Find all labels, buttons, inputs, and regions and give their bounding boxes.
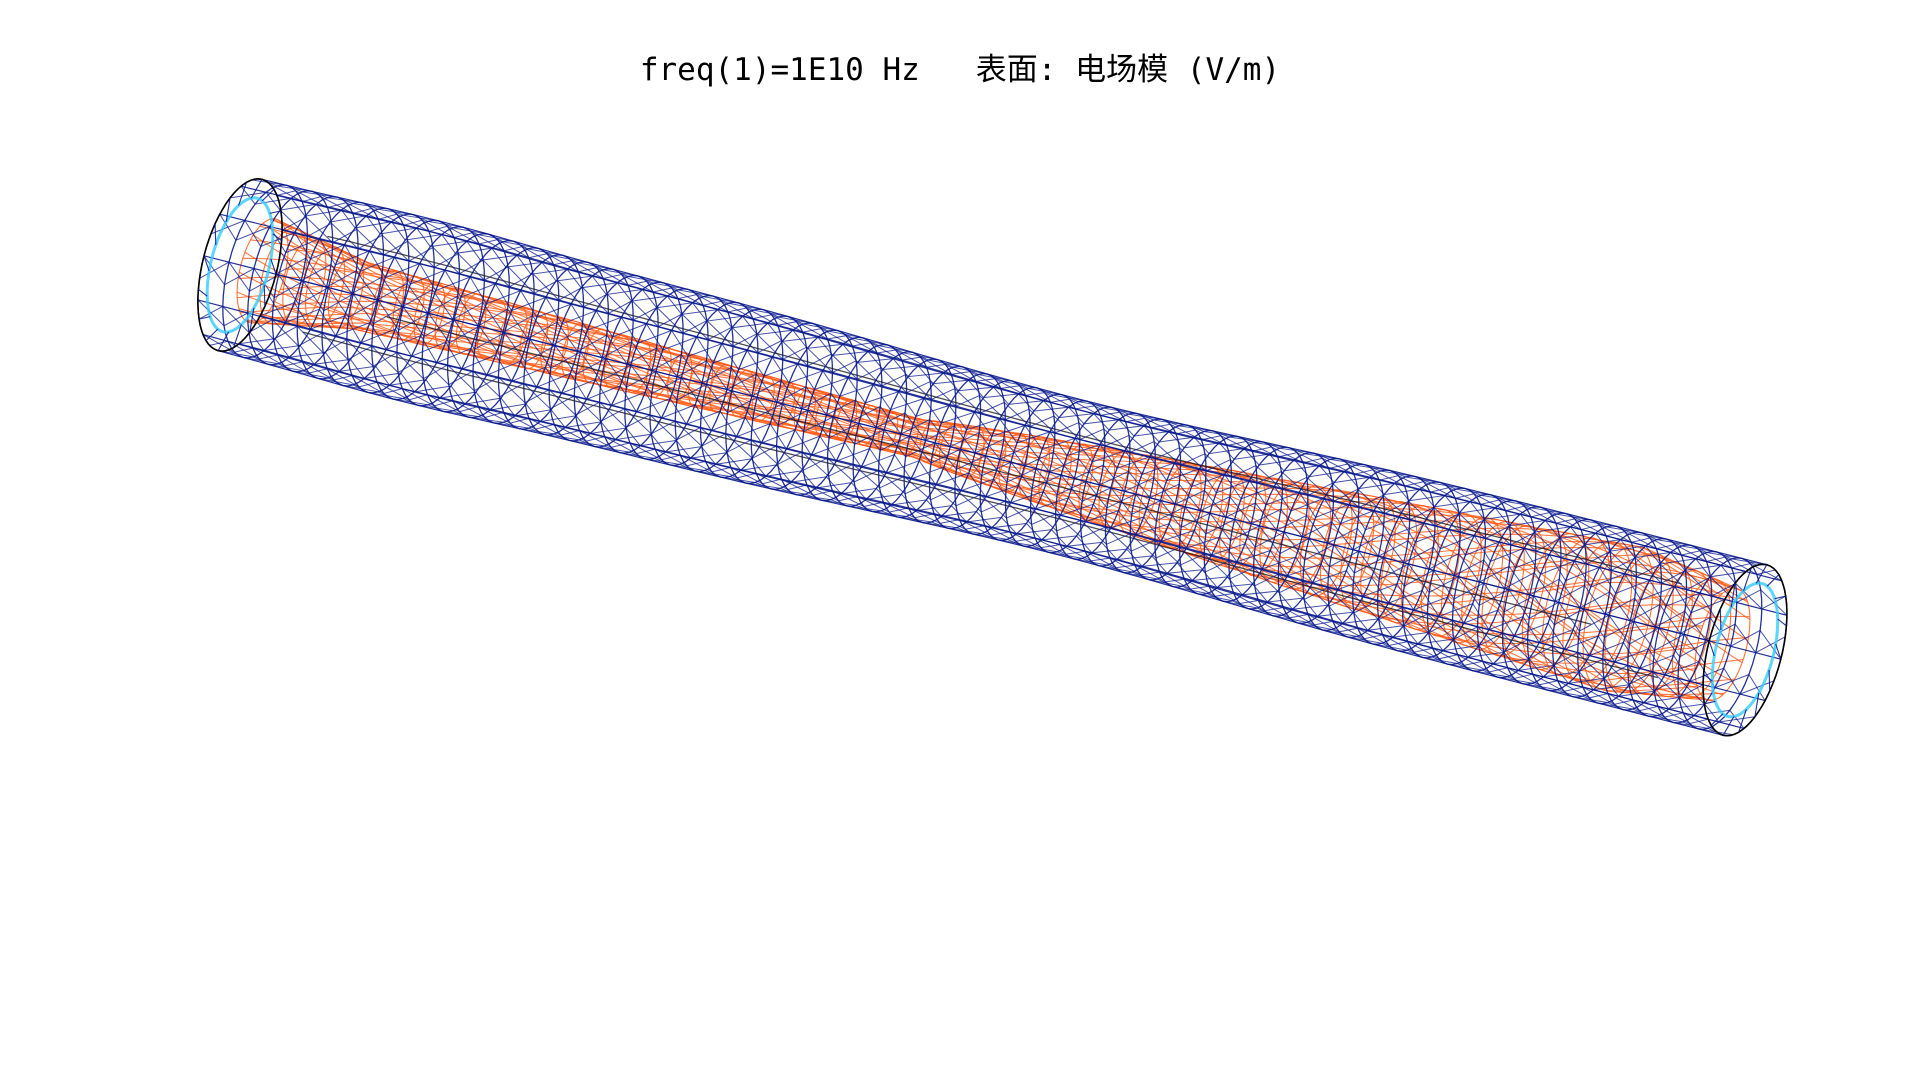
- cap-spoke: [249, 308, 255, 333]
- cap-spoke: [232, 324, 242, 348]
- outer-diagonal: [197, 299, 1704, 699]
- cap-spoke: [1703, 673, 1713, 682]
- plot-title: freq(1)=1E10 Hz 表面: 电场模 (V/m): [639, 52, 1281, 88]
- cap-spoke: [1730, 583, 1736, 608]
- inner-ring: [1481, 525, 1547, 657]
- outer-diagonal: [219, 213, 1726, 614]
- cap-spoke: [214, 223, 217, 245]
- outer-diagonal: [199, 261, 1706, 664]
- cap-spoke: [1719, 608, 1722, 631]
- cap-spoke: [1708, 640, 1715, 657]
- outer-diagonal: [210, 219, 1717, 620]
- left-cap-field: [205, 196, 275, 334]
- edge-line-0: [302, 331, 1658, 679]
- outer-diagonal: [240, 185, 1747, 578]
- right-cap-field: [1710, 581, 1780, 719]
- cap-spoke: [1754, 692, 1760, 717]
- cap-spoke: [269, 210, 282, 214]
- cap-spoke: [1774, 595, 1786, 600]
- inner-helix: [274, 301, 1697, 664]
- cap-spoke: [198, 316, 211, 320]
- cap-spoke: [1710, 713, 1724, 726]
- cap-spoke: [1777, 618, 1787, 627]
- inner-helix: [286, 232, 1697, 652]
- cap-spoke: [198, 288, 208, 297]
- cap-spoke: [1766, 574, 1780, 587]
- inner-helix: [240, 306, 1733, 589]
- cap-spoke: [1775, 643, 1782, 660]
- outer-diagonal: [202, 334, 1709, 725]
- cap-spoke: [225, 197, 231, 222]
- outer-diagonal: [230, 191, 1736, 584]
- cap-spoke: [203, 255, 210, 272]
- cap-spoke: [263, 285, 266, 307]
- cap-spoke: [261, 189, 275, 202]
- cap-spoke: [217, 331, 230, 351]
- inner-helix: [238, 308, 1749, 655]
- inner-helix: [262, 222, 1705, 699]
- inner-helix: [288, 248, 1702, 630]
- outer-diagonal: [270, 184, 1776, 575]
- cap-spoke: [1768, 669, 1771, 692]
- inner-helix: [236, 291, 1744, 675]
- outer-diagonal: [209, 340, 1715, 731]
- inner-helix: [252, 234, 1714, 701]
- inner-ring: [1420, 513, 1482, 637]
- cap-spoke: [1738, 709, 1747, 733]
- cap-spoke: [272, 233, 282, 242]
- outer-diagonal: [218, 350, 1724, 736]
- outer-diagonal: [203, 255, 1710, 658]
- outer-diagonal: [260, 301, 1766, 701]
- inner-helix: [250, 239, 1749, 642]
- cap-spoke: [1722, 716, 1735, 736]
- cap-spoke: [205, 328, 219, 341]
- outer-diagonal: [261, 178, 1767, 566]
- cap-spoke: [1704, 700, 1716, 705]
- outer-diagonal: [251, 179, 1758, 566]
- cap-spoke: [1755, 564, 1768, 584]
- cap-spoke: [1743, 567, 1752, 591]
- outer-diagonal: [198, 305, 1705, 705]
- outer-mesh: [197, 178, 1788, 737]
- end-caps: [197, 177, 1788, 737]
- outer-diagonal: [279, 251, 1786, 654]
- cap-spoke: [250, 179, 263, 199]
- cap-spoke: [270, 258, 277, 275]
- inner-helix: [286, 262, 1698, 692]
- outer-diagonal: [268, 295, 1775, 695]
- inner-helix: [259, 225, 1743, 664]
- cap-spoke: [238, 182, 248, 206]
- outer-diagonal: [227, 349, 1734, 736]
